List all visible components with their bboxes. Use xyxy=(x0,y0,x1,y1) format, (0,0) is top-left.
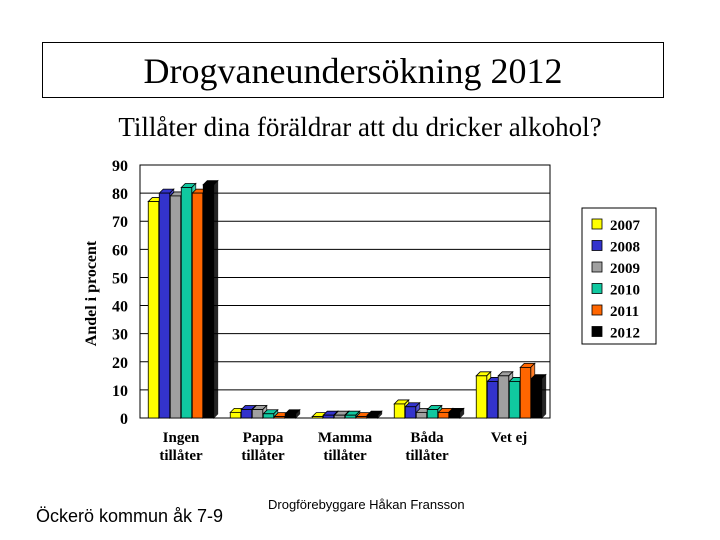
y-tick-label: 30 xyxy=(112,327,128,344)
bar xyxy=(530,378,543,419)
legend-swatch xyxy=(591,261,603,273)
legend-label: 2012 xyxy=(610,326,640,342)
bar xyxy=(311,416,324,419)
bar xyxy=(191,192,204,419)
bar-side xyxy=(541,373,547,419)
bar xyxy=(486,381,499,419)
x-tick-label: Vet ej xyxy=(491,430,528,446)
legend-swatch xyxy=(591,283,603,294)
bar xyxy=(180,187,193,419)
bar xyxy=(355,416,368,419)
y-tick-label: 40 xyxy=(112,299,128,316)
y-tick-label: 50 xyxy=(112,270,128,287)
bar xyxy=(202,184,215,419)
footer-author: Drogförebyggare Håkan Fransson xyxy=(268,497,465,512)
bar xyxy=(169,195,182,419)
x-tick-label: tillåter xyxy=(159,448,203,464)
bar xyxy=(333,414,346,419)
bar xyxy=(344,414,357,419)
legend-swatch xyxy=(591,304,603,316)
bar xyxy=(426,409,439,419)
legend-swatch xyxy=(591,326,603,337)
bar xyxy=(366,414,379,419)
bar xyxy=(262,413,275,419)
legend-label: 2009 xyxy=(610,261,640,277)
legend-swatch xyxy=(591,218,603,230)
y-tick-label: 0 xyxy=(120,411,128,428)
legend-label: 2011 xyxy=(610,304,639,320)
bar xyxy=(404,406,417,419)
bar xyxy=(158,192,171,419)
legend-swatch xyxy=(591,240,603,251)
bar xyxy=(284,413,297,419)
legend-label: 2007 xyxy=(610,218,641,234)
bar xyxy=(448,411,461,419)
bar xyxy=(475,375,488,419)
y-tick-label: 70 xyxy=(112,214,128,231)
bar xyxy=(147,201,160,419)
y-tick-label: 80 xyxy=(112,186,128,203)
x-tick-label: Båda xyxy=(410,430,444,446)
bar xyxy=(393,403,406,419)
page-title: Drogvaneundersökning 2012 xyxy=(143,51,563,91)
bar-side xyxy=(213,179,219,419)
bar xyxy=(240,409,253,419)
bar xyxy=(273,416,286,419)
chart-subtitle: Tillåter dina föräldrar att du dricker a… xyxy=(118,112,602,142)
x-tick-label: tillåter xyxy=(323,448,367,464)
legend-label: 2008 xyxy=(610,240,640,256)
bar xyxy=(322,414,335,419)
y-tick-label: 10 xyxy=(112,383,128,400)
x-tick-label: tillåter xyxy=(241,448,285,464)
bar xyxy=(251,409,264,419)
y-tick-label: 90 xyxy=(112,158,128,175)
y-tick-label: 20 xyxy=(112,355,128,372)
y-axis-label: Andel i procent xyxy=(83,240,100,346)
bar xyxy=(415,411,428,419)
bar xyxy=(437,411,450,419)
y-tick-label: 60 xyxy=(112,242,128,259)
bar xyxy=(497,375,510,419)
bar xyxy=(508,381,521,419)
bar xyxy=(519,366,532,419)
bar xyxy=(229,411,242,419)
x-tick-label: Mamma xyxy=(318,430,373,446)
x-tick-label: tillåter xyxy=(405,448,449,464)
legend-label: 2010 xyxy=(610,283,640,299)
x-tick-label: Pappa xyxy=(243,430,284,446)
title-box: Drogvaneundersökning 2012 xyxy=(42,42,664,98)
footer-municipality: Öckerö kommun åk 7-9 xyxy=(36,506,224,526)
x-tick-label: Ingen xyxy=(163,430,200,446)
legend-box xyxy=(581,207,657,345)
